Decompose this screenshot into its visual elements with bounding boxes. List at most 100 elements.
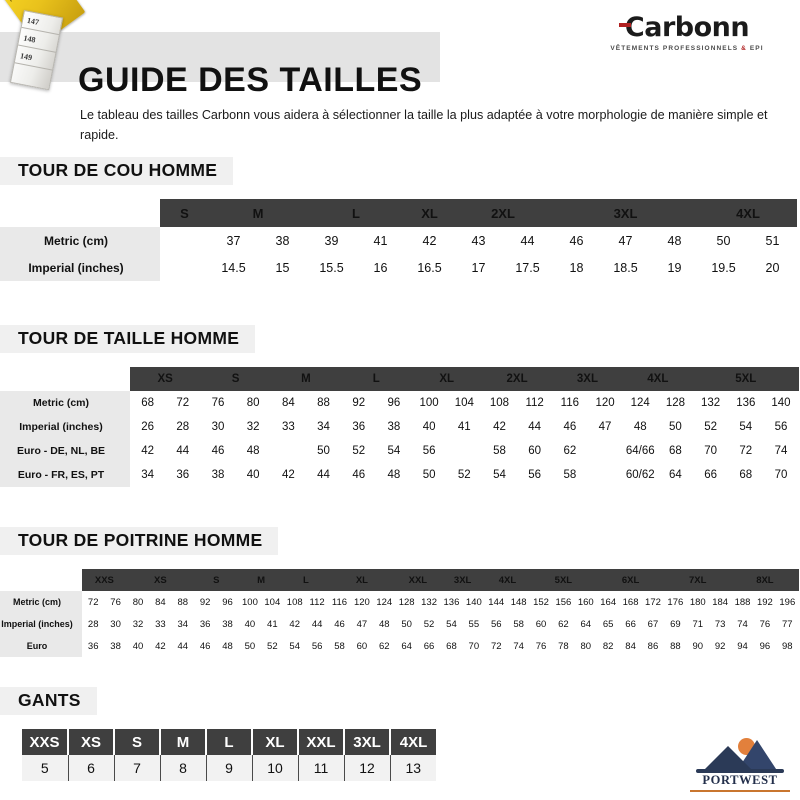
size-header-xl: XL [328, 569, 396, 591]
table-cell: 76 [529, 635, 553, 657]
portwest-wordmark: PORTWEST [702, 773, 778, 787]
section-heading-neck: TOUR DE COU HOMME [0, 157, 234, 185]
table-cell: 77 [776, 613, 799, 635]
table-cell: 47 [350, 613, 374, 635]
table-cell: 56 [305, 635, 329, 657]
table-cell: 60 [517, 439, 553, 463]
table-cell: 140 [763, 391, 799, 415]
table-cell: 96 [376, 391, 412, 415]
table-cell: 74 [507, 635, 530, 657]
table-cell [587, 463, 623, 487]
table-cell: 26 [130, 415, 166, 439]
table-cell: 46 [341, 463, 377, 487]
size-header-xs: XS [126, 569, 194, 591]
table-cell: 184 [708, 591, 732, 613]
table-cell: 55 [462, 613, 486, 635]
table-cell: 46 [552, 227, 601, 254]
title-band [0, 32, 440, 82]
table-cell: 15.5 [307, 254, 356, 281]
table-cell: 48 [235, 439, 271, 463]
section-neck: TOUR DE COU HOMME S M L XL 2XL 3XL 4XL Metric (… [0, 157, 800, 281]
table-cell: 52 [693, 415, 729, 439]
row-label-metric-cm: Metric (cm) [0, 591, 82, 613]
table-cell: 46 [552, 415, 588, 439]
table-cell: 60/62 [622, 463, 658, 487]
table-cell: 108 [481, 391, 518, 415]
row-label-euro: Euro [0, 635, 82, 657]
size-header-l: L [283, 569, 329, 591]
size-header-3xl: 3XL [552, 199, 699, 227]
table-cell: 64 [395, 635, 418, 657]
header-corner-blank [0, 367, 130, 391]
table-cell: 69 [664, 613, 687, 635]
gloves-value-cell: 10 [252, 755, 299, 781]
table-cell: 80 [126, 591, 150, 613]
table-cell: 17.5 [503, 254, 552, 281]
size-header-6xl: 6XL [596, 569, 665, 591]
row-label-metric-cm: Metric (cm) [0, 391, 130, 415]
size-header-5xl: 5XL [693, 367, 799, 391]
page-title: GUIDE DES TAILLES [78, 60, 423, 99]
table-cell: 38 [376, 415, 412, 439]
gloves-size-header-3xl: 3XL [344, 729, 391, 755]
table-cell: 67 [641, 613, 665, 635]
table-cell: 132 [417, 591, 441, 613]
table-cell: 65 [596, 613, 620, 635]
size-header-m: M [209, 199, 307, 227]
table-cell: 36 [341, 415, 377, 439]
table-cell: 36 [165, 463, 201, 487]
table-cell: 84 [149, 591, 172, 613]
table-cell: 70 [693, 439, 729, 463]
table-cell: 58 [507, 613, 530, 635]
size-header-3xl: 3XL [552, 367, 623, 391]
intro-paragraph: Le tableau des tailles Carbonn vous aide… [80, 107, 768, 142]
table-cell: 112 [305, 591, 329, 613]
size-header-xxl: XXL [395, 569, 441, 591]
table-cell: 50 [238, 635, 262, 657]
gloves-value-cell: 8 [160, 755, 207, 781]
row-label-euro-de-nl-be: Euro - DE, NL, BE [0, 439, 130, 463]
table-cell: 42 [270, 463, 306, 487]
table-row: Euro 36 38 40 42 44 46 48 50 52 54 56 58 60 62 64 66 68 70… [0, 635, 799, 657]
carbonn-logo: Carbonn VÊTEMENTS PROFESSIONNELS & EPI [592, 14, 782, 53]
table-cell: 54 [440, 613, 463, 635]
size-header-3xl: 3XL [440, 569, 486, 591]
table-cell: 36 [193, 613, 217, 635]
carbonn-logo-name: Carbonn [618, 14, 750, 42]
gloves-size-header-s: S [114, 729, 161, 755]
table-cell: 33 [149, 613, 172, 635]
carbonn-accent-bar [618, 23, 631, 27]
table-cell: 48 [650, 227, 699, 254]
table-cell: 100 [411, 391, 447, 415]
table-cell: 50 [305, 439, 342, 463]
table-cell: 84 [270, 391, 306, 415]
table-cell: 32 [235, 415, 271, 439]
size-header-8xl: 8XL [731, 569, 799, 591]
table-cell: 94 [731, 635, 754, 657]
table-cell: 80 [574, 635, 597, 657]
gloves-value-cell: 7 [114, 755, 161, 781]
table-cell: 78 [552, 635, 575, 657]
table-cell: 52 [341, 439, 377, 463]
page-header: 147 148 149 GUIDE DES TAILLES Carbonn VÊ… [0, 0, 800, 99]
table-row: Euro - DE, NL, BE 42 44 46 48 50 52 54 56 58 60 62 6… [0, 439, 799, 463]
table-cell: 43 [454, 227, 503, 254]
table-cell: 71 [686, 613, 709, 635]
table-cell: 51 [748, 227, 797, 254]
size-header-7xl: 7XL [664, 569, 732, 591]
table-cell: 82 [596, 635, 620, 657]
table-cell: 192 [753, 591, 777, 613]
table-cell: 44 [517, 415, 553, 439]
table-cell: 40 [238, 613, 262, 635]
size-header-s: S [200, 367, 271, 391]
table-cell: 47 [587, 415, 623, 439]
table-cell: 44 [165, 439, 201, 463]
table-cell: 54 [481, 463, 518, 487]
table-cell: 92 [341, 391, 377, 415]
size-header-4xl: 4XL [699, 199, 797, 227]
row-label-imperial-inches: Imperial (inches) [0, 415, 130, 439]
table-row: Metric (cm) 37 38 39 41 42 43 44 46 47 48 50 51 [0, 227, 797, 254]
row-label-imperial-inches: Imperial (inches) [0, 613, 82, 635]
table-cell: 188 [731, 591, 754, 613]
table-cell: 66 [619, 613, 642, 635]
